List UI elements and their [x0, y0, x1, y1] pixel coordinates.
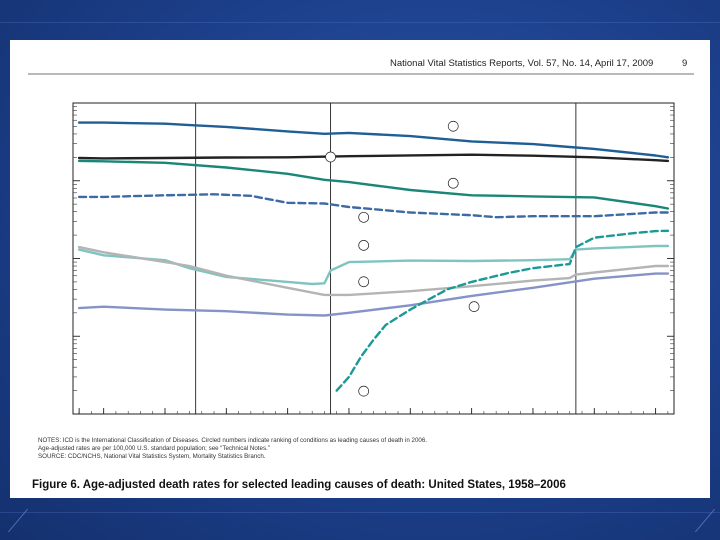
report-header: National Vital Statistics Reports, Vol. … — [390, 58, 653, 69]
plot-frame — [72, 102, 675, 415]
rank-circle — [358, 385, 370, 397]
rank-circle — [358, 240, 370, 251]
series-line-heart — [77, 121, 670, 159]
background-stripe — [0, 512, 720, 513]
series-line-alzheimers — [335, 229, 670, 392]
series-line-hypertension — [77, 245, 670, 297]
source-line: SOURCE: CDC/NCHS, National Vital Statist… — [38, 453, 266, 460]
series-line-stroke — [77, 159, 670, 210]
death-rates-chart: National Vital Statistics Reports, Vol. … — [28, 58, 694, 491]
series-line-nephritis — [77, 244, 670, 286]
rank-circle — [447, 120, 459, 132]
notes-line-2: Age-adjusted rates are per 100,000 U.S. … — [38, 445, 270, 452]
rank-circle — [447, 177, 459, 189]
series-line-cancer — [77, 153, 670, 163]
plot-area — [72, 102, 675, 415]
series-line-parkinsons — [77, 272, 670, 317]
rank-circle — [358, 276, 370, 288]
report-page: National Vital Statistics Reports, Vol. … — [10, 40, 710, 498]
rank-circle — [358, 211, 370, 223]
background-stripe — [0, 22, 720, 23]
page-number: 9 — [682, 58, 687, 69]
series-line-accidents — [77, 193, 670, 219]
rank-circle — [468, 301, 480, 312]
notes-line-1: NOTES: ICD is the International Classifi… — [38, 437, 427, 444]
rank-circle — [325, 151, 336, 163]
figure-caption: Figure 6. Age-adjusted death rates for s… — [32, 479, 566, 491]
